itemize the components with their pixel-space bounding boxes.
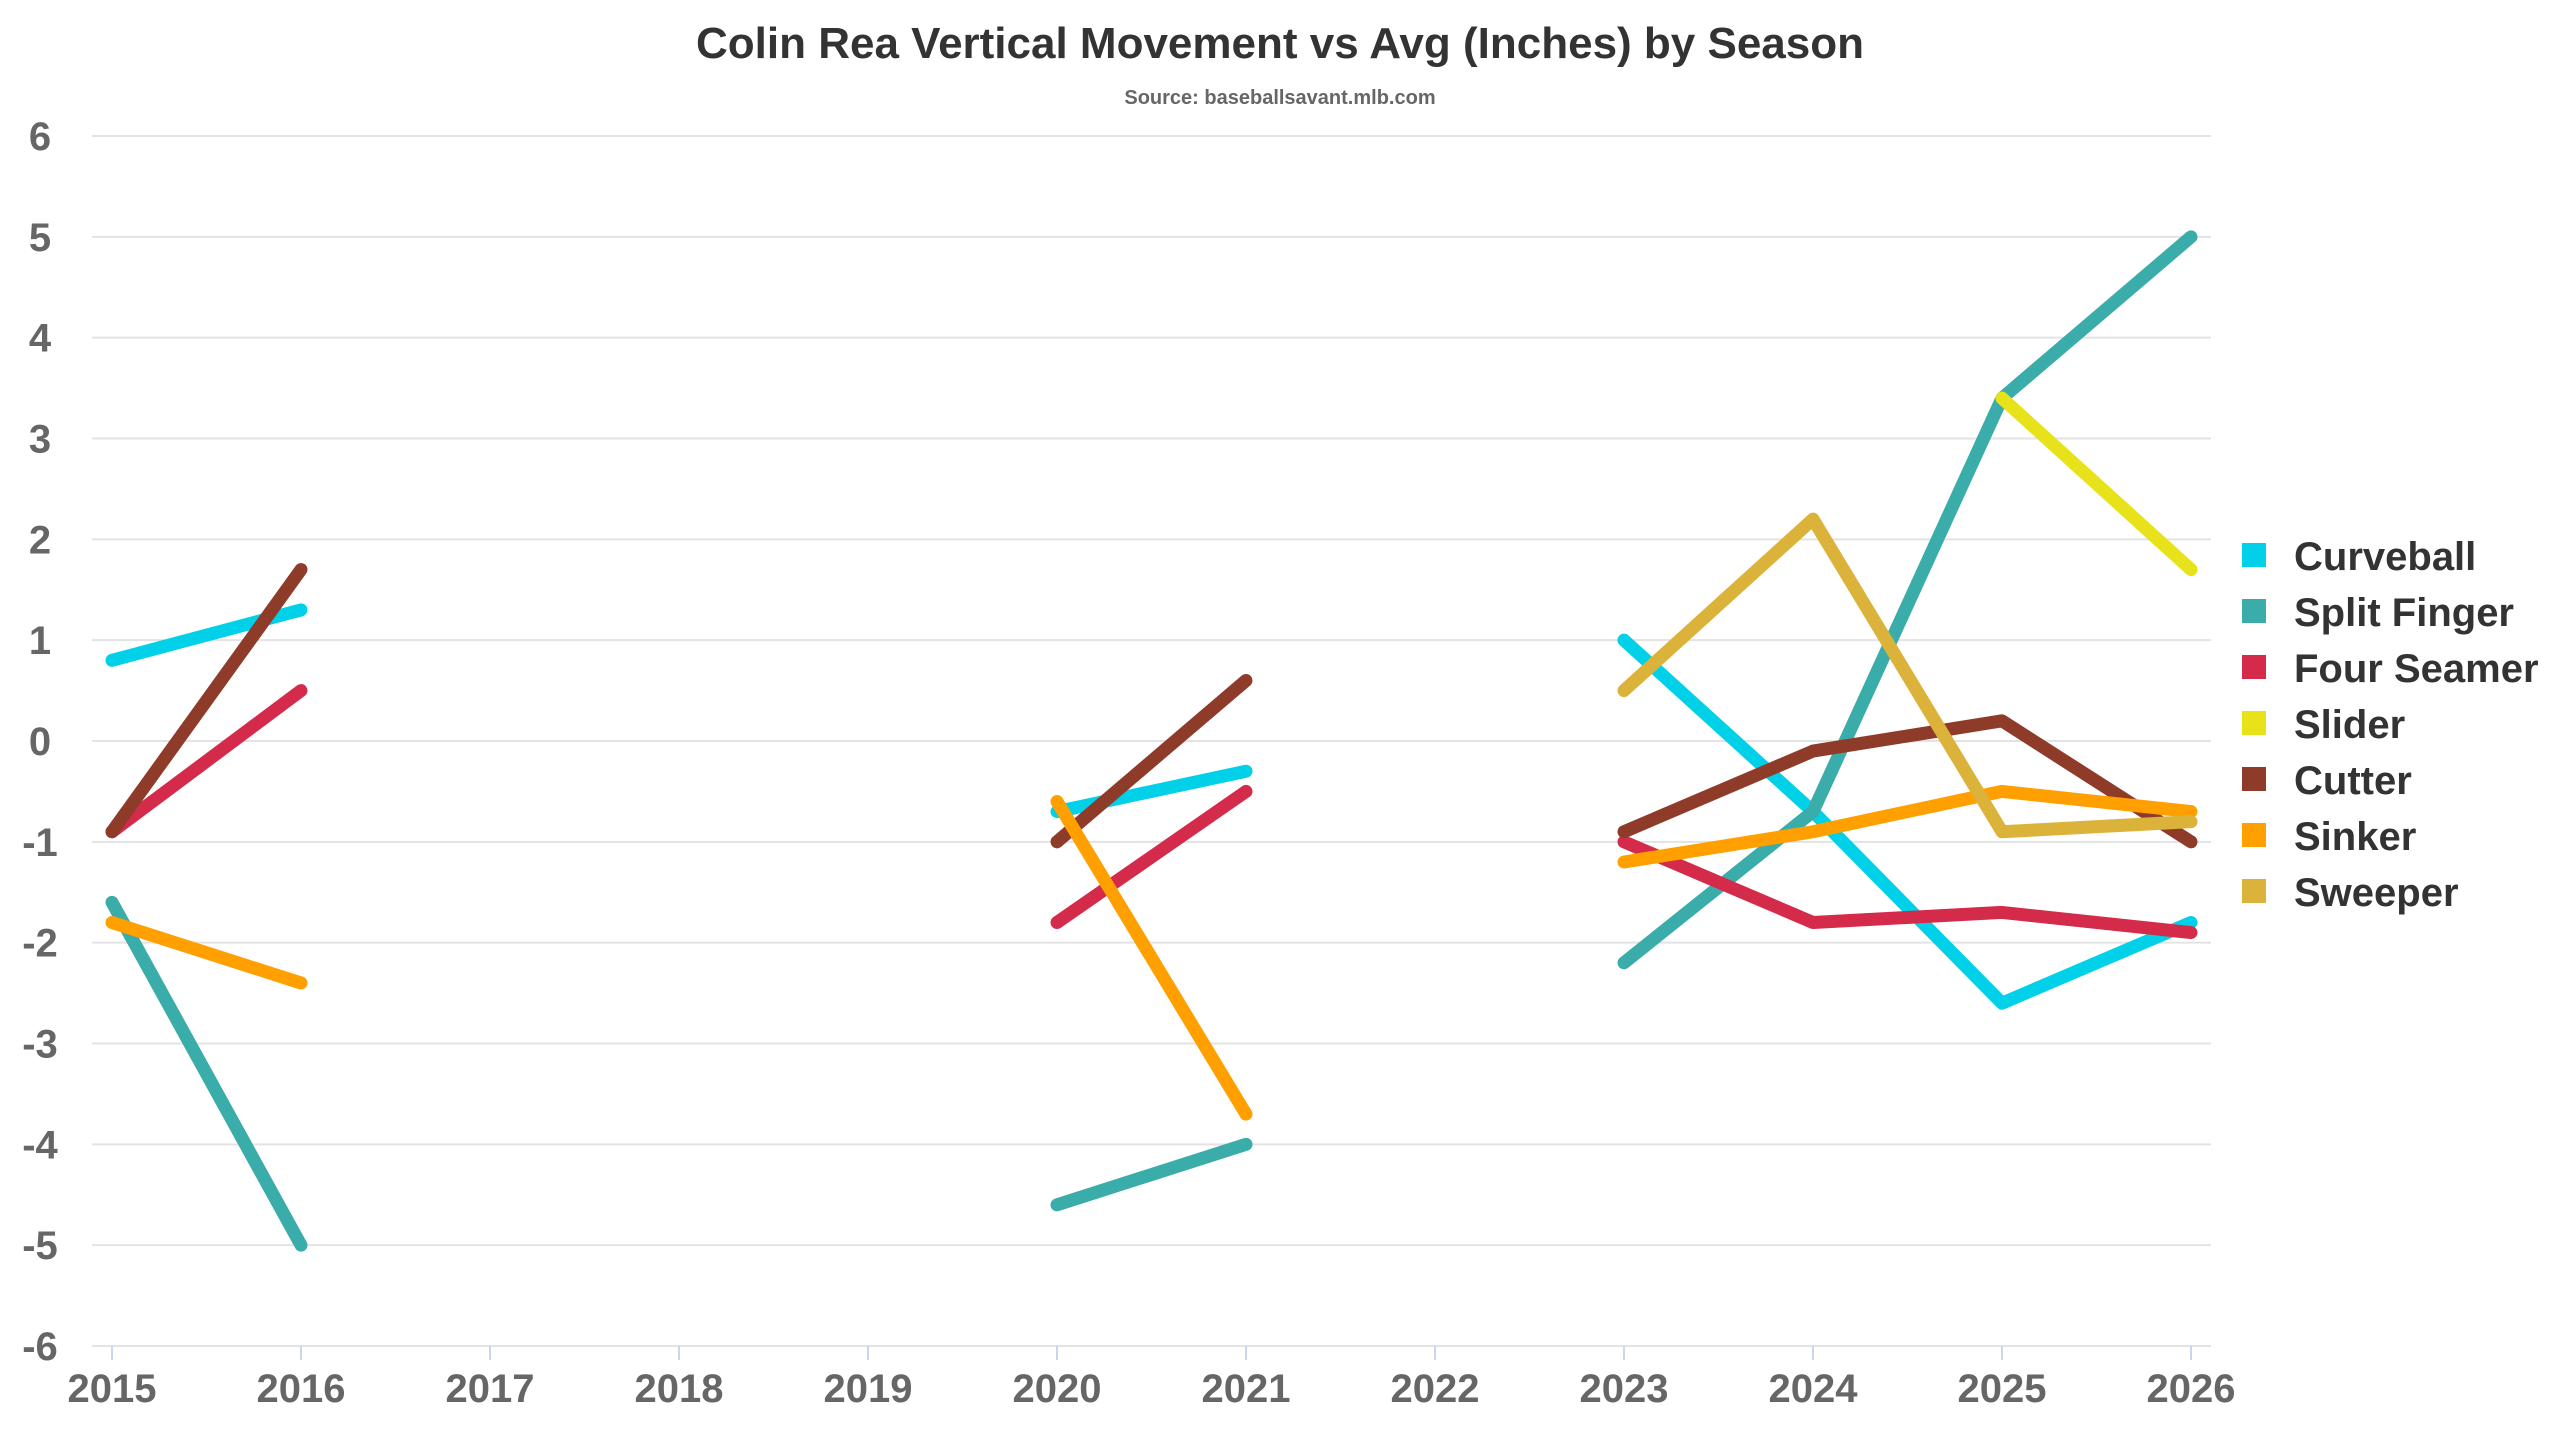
series-line-four-seamer bbox=[1050, 784, 1253, 929]
x-tick-label: 2024 bbox=[1769, 1367, 1859, 1411]
x-tick-label: 2018 bbox=[635, 1367, 724, 1411]
x-tick-label: 2022 bbox=[1391, 1367, 1480, 1411]
series-line-sinker bbox=[1617, 784, 2198, 869]
y-tick-label: 6 bbox=[29, 115, 51, 159]
x-tick-label: 2020 bbox=[1013, 1367, 1102, 1411]
legend-swatch bbox=[2242, 823, 2266, 847]
x-axis: 2015 2016 2017 2018 2019 2020 2021 2022 2023 2024… bbox=[68, 1346, 2236, 1411]
x-tick-label: 2015 bbox=[68, 1367, 157, 1411]
x-tick-label: 2016 bbox=[257, 1367, 346, 1411]
legend-item[interactable]: Slider bbox=[2242, 703, 2405, 747]
x-tick-label: 2025 bbox=[1958, 1367, 2047, 1411]
legend-swatch bbox=[2242, 767, 2266, 791]
y-tick-label: -1 bbox=[22, 821, 58, 865]
x-tick-label: 2021 bbox=[1202, 1367, 1291, 1411]
y-tick-label: 1 bbox=[29, 619, 51, 663]
legend-swatch bbox=[2242, 599, 2266, 623]
legend-item[interactable]: Four Seamer bbox=[2242, 647, 2539, 691]
series-line-sinker bbox=[105, 916, 308, 990]
legend-label: Slider bbox=[2294, 703, 2405, 747]
series-line-curveball bbox=[1050, 764, 1253, 819]
series-line-sinker bbox=[1050, 795, 1253, 1121]
legend-label: Four Seamer bbox=[2294, 647, 2539, 691]
series-lines bbox=[105, 230, 2198, 1252]
legend-item[interactable]: Sweeper bbox=[2242, 871, 2459, 915]
legend-swatch bbox=[2242, 879, 2266, 903]
legend-swatch bbox=[2242, 655, 2266, 679]
legend-label: Cutter bbox=[2294, 759, 2412, 803]
legend-label: Sinker bbox=[2294, 815, 2416, 859]
legend-swatch bbox=[2242, 711, 2266, 735]
legend-item[interactable]: Sinker bbox=[2242, 815, 2416, 859]
legend-swatch bbox=[2242, 543, 2266, 567]
y-tick-label: 4 bbox=[29, 317, 52, 361]
series-line-four-seamer bbox=[105, 684, 308, 839]
y-tick-label: 0 bbox=[29, 720, 51, 764]
legend-item[interactable]: Split Finger bbox=[2242, 591, 2514, 635]
y-tick-label: 3 bbox=[29, 418, 51, 462]
y-tick-label: 5 bbox=[29, 216, 51, 260]
y-tick-label: -6 bbox=[22, 1325, 58, 1369]
series-line-slider bbox=[1995, 391, 2198, 577]
x-tick-label: 2023 bbox=[1580, 1367, 1669, 1411]
y-axis: 6 5 4 3 2 1 0 -1 -2 -3 -4 -5 -6 bbox=[22, 115, 58, 1369]
series-line-sweeper bbox=[1617, 512, 2198, 839]
series-line-cutter bbox=[1617, 714, 2198, 849]
legend-label: Split Finger bbox=[2294, 591, 2514, 635]
legend-label: Curveball bbox=[2294, 535, 2476, 579]
series-line-cutter bbox=[105, 563, 308, 839]
y-tick-label: -2 bbox=[22, 922, 58, 966]
grid-lines bbox=[92, 135, 2211, 1347]
y-tick-label: -3 bbox=[22, 1023, 58, 1067]
legend: Curveball Split Finger Four Seamer Slider Cu… bbox=[2242, 535, 2539, 915]
chart-title: Colin Rea Vertical Movement vs Avg (Inch… bbox=[696, 19, 1864, 68]
legend-item[interactable]: Cutter bbox=[2242, 759, 2412, 803]
x-tick-label: 2019 bbox=[824, 1367, 913, 1411]
series-line-split-finger bbox=[105, 895, 308, 1252]
chart-subtitle: Source: baseballsavant.mlb.com bbox=[1124, 87, 1435, 109]
y-tick-label: -4 bbox=[22, 1123, 58, 1167]
x-tick-label: 2017 bbox=[446, 1367, 535, 1411]
legend-item[interactable]: Curveball bbox=[2242, 535, 2476, 579]
y-tick-label: 2 bbox=[29, 518, 51, 562]
series-line-cutter bbox=[1050, 674, 1253, 849]
x-tick-label: 2026 bbox=[2147, 1367, 2236, 1411]
legend-label: Sweeper bbox=[2294, 871, 2459, 915]
series-line-four-seamer bbox=[1617, 835, 2198, 940]
series-line-curveball bbox=[1617, 633, 2198, 1010]
y-tick-label: -5 bbox=[22, 1224, 58, 1268]
series-line-split-finger bbox=[1050, 1137, 1253, 1212]
